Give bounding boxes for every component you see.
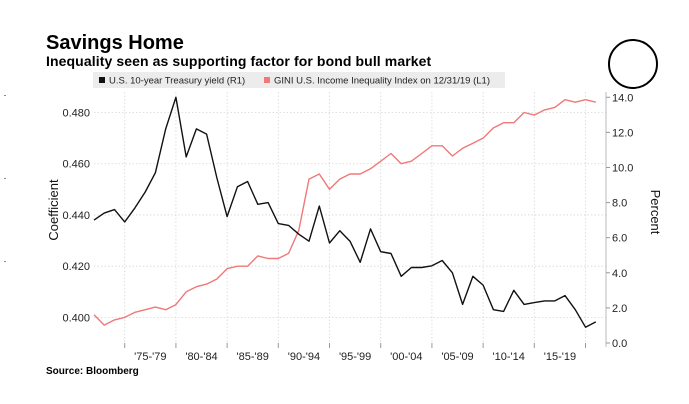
- series-line-treasury-yield: [93, 96, 597, 328]
- chart-title: Savings Home: [46, 32, 184, 54]
- x-tick-label: '95-'99: [339, 351, 371, 363]
- legend-background: [93, 72, 505, 88]
- series-layer: [93, 96, 597, 328]
- series-line-gini-index: [93, 98, 596, 326]
- x-tick-label: '00-'04: [390, 351, 422, 363]
- y-right-tick-label: 8.0: [612, 198, 627, 210]
- x-tick-label: '90-'94: [288, 351, 320, 363]
- margin-dot: [4, 95, 6, 96]
- margin-dot: [4, 178, 6, 179]
- y-axis-left-ticks: 0.400 0.420 0.440 0.460 0.480: [62, 107, 90, 324]
- legend-swatch-gini: [264, 77, 270, 83]
- x-tick-label: '15-'19: [544, 351, 576, 363]
- y-right-tick-label: 6.0: [612, 233, 627, 245]
- y-left-tick-label: 0.400: [62, 312, 90, 324]
- y-right-tick-label: 4.0: [612, 268, 627, 280]
- legend-label-treasury: U.S. 10-year Treasury yield (R1): [109, 76, 245, 87]
- y-left-tick-label: 0.460: [62, 159, 90, 171]
- x-tick-label: '80-'84: [185, 351, 217, 363]
- x-axis-ticks: '75-'79 '80-'84 '85-'89 '90-'94 '95-'99 '00-'…: [124, 343, 587, 363]
- x-tick-label: '10-'14: [493, 351, 525, 363]
- y-right-tick-label: 10.0: [612, 162, 633, 174]
- y-right-tick-label: 12.0: [612, 127, 633, 139]
- y-axis-right-ticks: 0.0 2.0 4.0 6.0 8.0 10.0 12.0 14.0: [605, 92, 633, 350]
- source-note: Source: Bloomberg: [46, 366, 139, 377]
- y-right-tick-label: 14.0: [612, 92, 633, 104]
- margin-dot: [4, 261, 6, 262]
- y-axis-right-label: Percent: [648, 190, 663, 235]
- y-axis-left-label: Coefficient: [46, 179, 61, 241]
- y-right-tick-label: 2.0: [612, 303, 627, 315]
- legend: U.S. 10-year Treasury yield (R1) GINI U.…: [93, 72, 505, 88]
- gridlines: [94, 92, 606, 343]
- x-tick-label: '85-'89: [237, 351, 269, 363]
- y-left-tick-label: 0.480: [62, 107, 90, 119]
- y-left-tick-label: 0.420: [62, 261, 90, 273]
- legend-label-gini: GINI U.S. Income Inequality Index on 12/…: [274, 76, 490, 87]
- legend-swatch-treasury: [99, 77, 105, 83]
- x-tick-label: '05-'09: [441, 351, 473, 363]
- x-tick-label: '75-'79: [134, 351, 166, 363]
- y-right-tick-label: 0.0: [612, 338, 627, 350]
- y-left-tick-label: 0.440: [62, 210, 90, 222]
- chart-subtitle: Inequality seen as supporting factor for…: [46, 53, 432, 69]
- circle-marker: [608, 39, 658, 89]
